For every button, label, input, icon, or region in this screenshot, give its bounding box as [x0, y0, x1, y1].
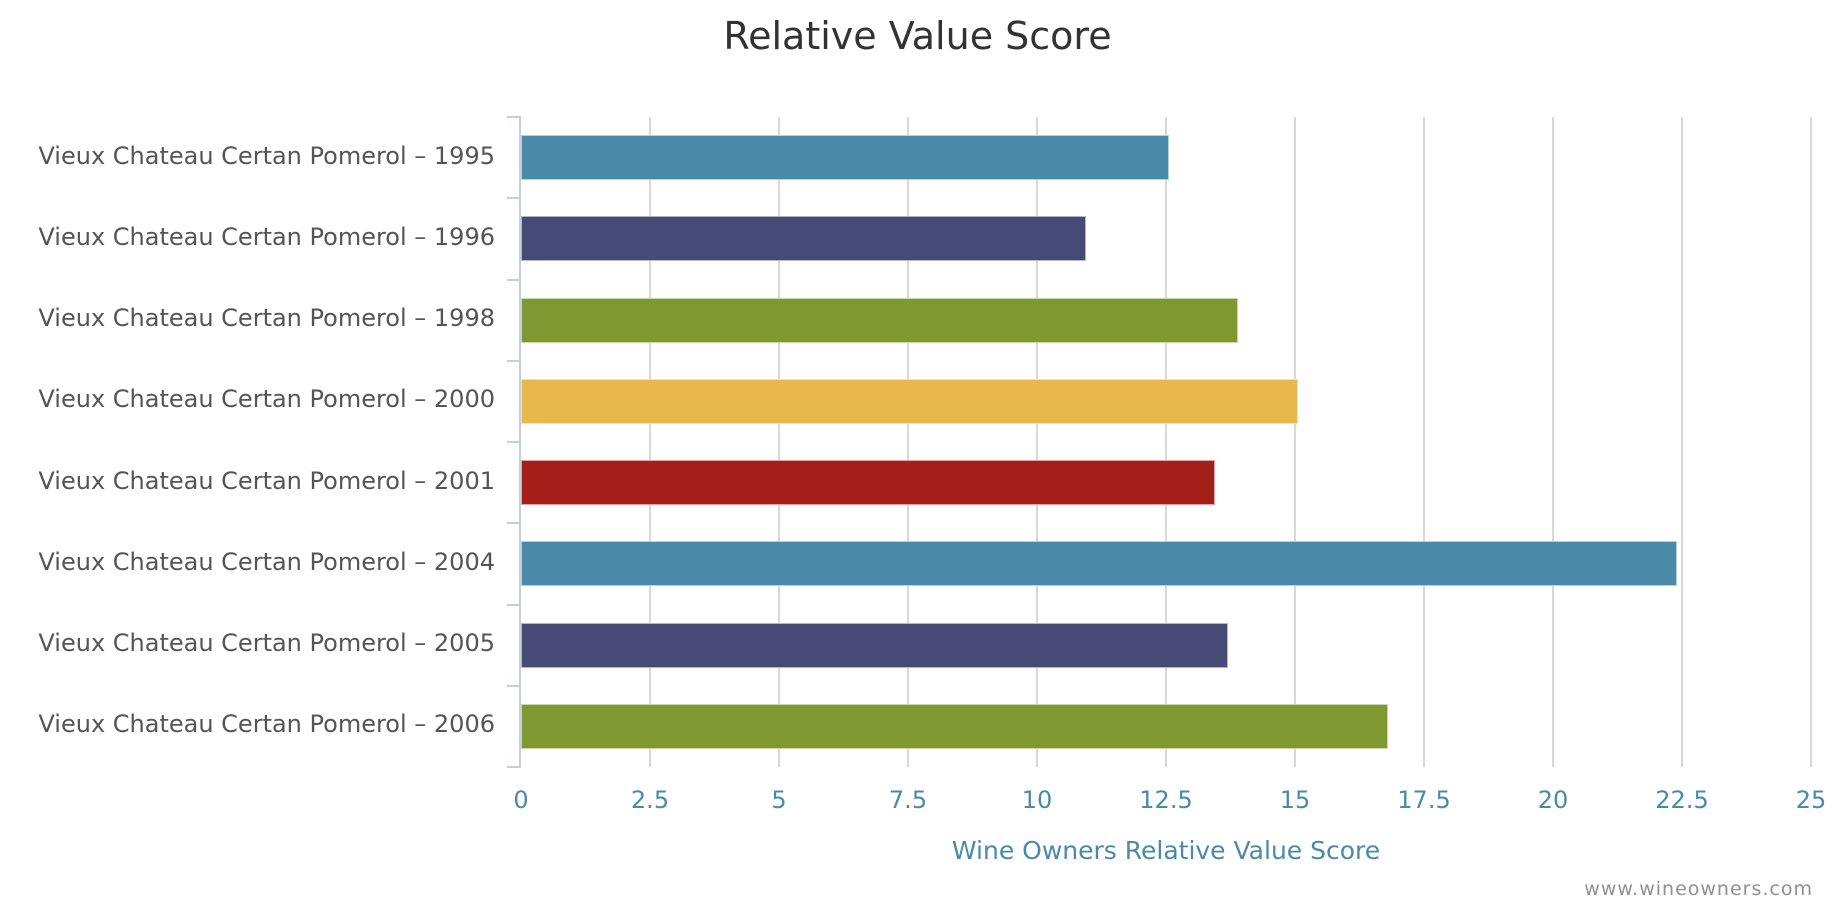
y-tick — [507, 684, 521, 687]
x-tick-label: 15 — [1279, 786, 1311, 814]
category-label: Vieux Chateau Certan Pomerol – 2004 — [38, 547, 495, 576]
gridline — [1810, 117, 1812, 767]
x-tick-label: 5 — [771, 786, 787, 814]
bar[interactable] — [521, 216, 1087, 262]
y-tick — [507, 766, 521, 768]
category-label: Vieux Chateau Certan Pomerol – 2001 — [38, 466, 495, 495]
gridline — [1294, 117, 1296, 767]
gridline — [907, 117, 909, 767]
gridline — [778, 117, 780, 767]
gridline — [1423, 117, 1425, 767]
gridline — [1036, 117, 1038, 767]
x-tick-label: 10 — [1021, 786, 1053, 814]
x-tick-label: 25 — [1795, 786, 1827, 814]
x-tick-label: 2.5 — [630, 786, 670, 814]
gridline — [1165, 117, 1167, 767]
x-tick-label: 12.5 — [1139, 786, 1193, 814]
x-tick-label: 20 — [1537, 786, 1569, 814]
y-tick — [507, 603, 521, 606]
y-tick — [507, 441, 521, 443]
category-label: Vieux Chateau Certan Pomerol – 2005 — [38, 629, 495, 658]
chart-title: Relative Value Score — [723, 14, 1112, 58]
bar[interactable] — [521, 622, 1228, 668]
y-tick — [507, 522, 521, 525]
x-tick-label: 22.5 — [1655, 786, 1709, 814]
bar[interactable] — [521, 378, 1298, 424]
y-tick — [507, 197, 521, 200]
bar[interactable] — [521, 703, 1388, 749]
category-label: Vieux Chateau Certan Pomerol – 2000 — [38, 385, 495, 414]
y-tick — [507, 359, 521, 362]
credit-link[interactable]: www.wineowners.com — [1584, 878, 1813, 900]
x-tick-label: 0 — [513, 786, 529, 814]
gridline — [1681, 117, 1683, 767]
gridline — [649, 117, 651, 767]
category-label: Vieux Chateau Certan Pomerol – 2006 — [38, 710, 495, 739]
x-axis-title: Wine Owners Relative Value Score — [951, 836, 1381, 865]
gridline — [1552, 117, 1554, 767]
x-tick-label: 17.5 — [1397, 786, 1451, 814]
bar[interactable] — [521, 135, 1169, 181]
category-label: Vieux Chateau Certan Pomerol – 1995 — [38, 141, 495, 170]
x-tick-label: 7.5 — [888, 786, 928, 814]
y-tick — [507, 278, 521, 281]
bar[interactable] — [521, 460, 1216, 506]
bar[interactable] — [521, 541, 1677, 587]
bar[interactable] — [521, 297, 1239, 343]
category-label: Vieux Chateau Certan Pomerol – 1996 — [38, 222, 495, 251]
category-label: Vieux Chateau Certan Pomerol – 1998 — [38, 304, 495, 333]
y-tick — [507, 116, 521, 118]
